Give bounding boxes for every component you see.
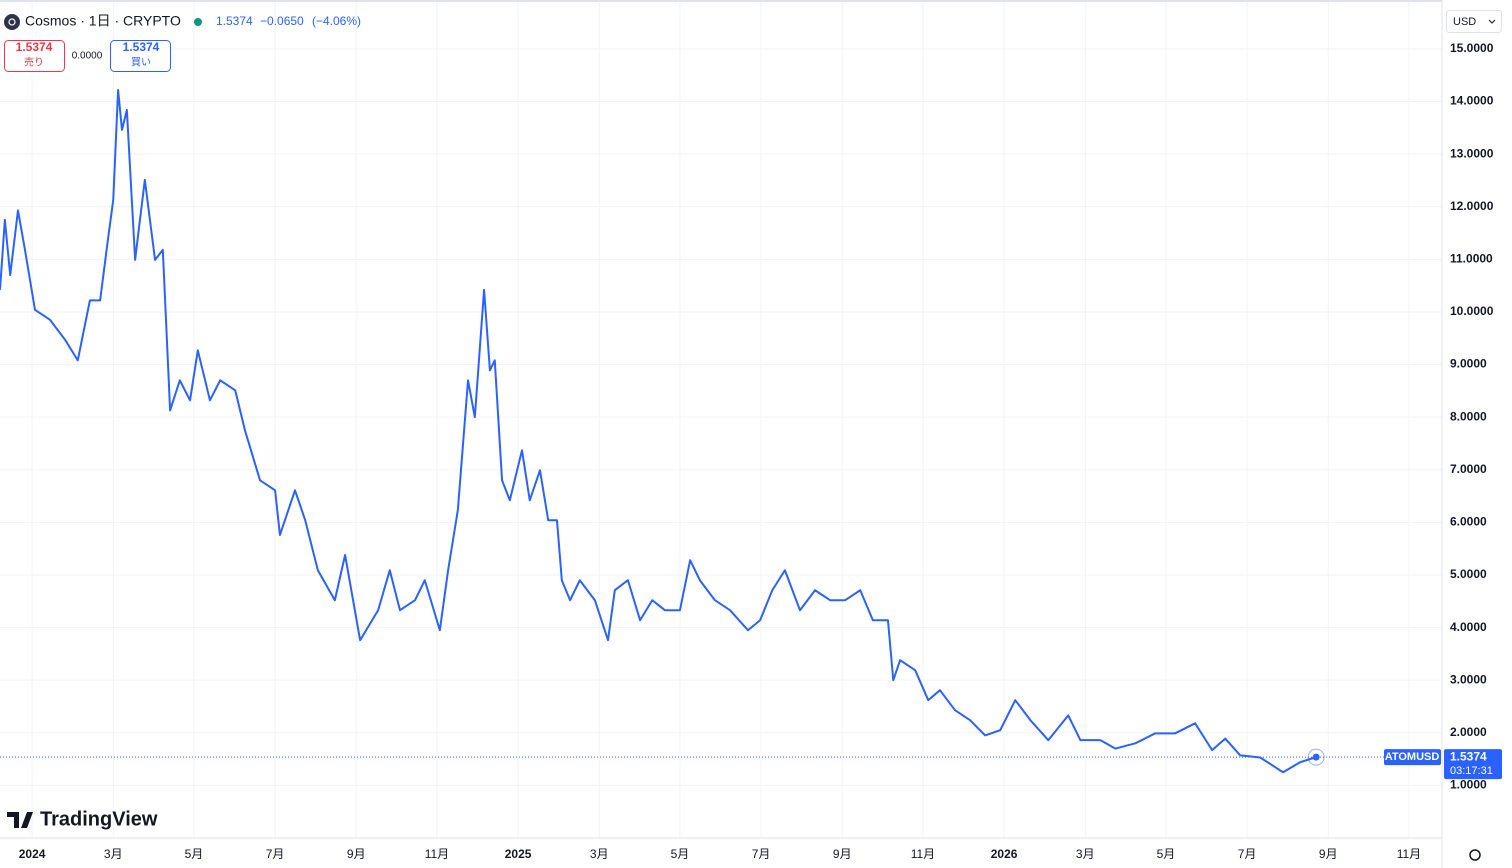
- y-tick-label: 14.0000: [1450, 94, 1494, 108]
- symbol[interactable]: Cosmos · 1日 · CRYPTO: [25, 13, 181, 29]
- series-tag: [1384, 749, 1441, 766]
- sell-label[interactable]: 売り: [24, 56, 44, 69]
- logo-text: TradingView: [40, 808, 158, 830]
- x-tick-label: 9月: [833, 847, 852, 861]
- x-tick-label: 7月: [1238, 847, 1257, 861]
- series-name: ATOMUSD: [1385, 751, 1440, 763]
- market-status[interactable]: [194, 18, 202, 26]
- x-tick-label: 2025: [505, 847, 532, 861]
- logo-mark: [7, 812, 33, 828]
- header-change: −0.0650: [260, 14, 304, 28]
- top-border: [0, 0, 1442, 2]
- x-tick-label: 7月: [266, 847, 285, 861]
- x-tick-label: 11月: [911, 847, 935, 861]
- x-tick-label: 5月: [1157, 847, 1176, 861]
- spread: 0.0000: [72, 51, 103, 62]
- price-tag: [1444, 749, 1502, 780]
- last-point: [1312, 753, 1320, 761]
- y-tick-label: 11.0000: [1450, 252, 1493, 266]
- x-tick-label: 7月: [752, 847, 771, 861]
- x-tick-label: 2024: [19, 847, 46, 861]
- x-tick-label: 3月: [1076, 847, 1095, 861]
- y-tick-label: 5.0000: [1450, 567, 1487, 581]
- y-tick-label: 1.0000: [1450, 778, 1487, 792]
- buy-price[interactable]: 1.5374: [123, 40, 160, 54]
- symbol-icon-core: [8, 18, 16, 26]
- x-tick-label: 5月: [185, 847, 204, 861]
- buy-button[interactable]: [110, 40, 171, 72]
- settings-icon[interactable]: [1469, 849, 1481, 861]
- y-tick-label: 15.0000: [1450, 41, 1494, 55]
- currency-select[interactable]: [1446, 10, 1502, 33]
- currency[interactable]: USD: [1453, 16, 1476, 28]
- x-tick-label: 3月: [104, 847, 123, 861]
- symbol-icon: [4, 14, 20, 30]
- buy-label[interactable]: 買い: [131, 57, 151, 69]
- plot: [0, 88, 1442, 774]
- sell-price[interactable]: 1.5374: [16, 40, 53, 54]
- x-tick-label: 3月: [590, 847, 609, 861]
- y-tick-label: 13.0000: [1450, 146, 1494, 160]
- grid: [0, 0, 1442, 838]
- x-tick-label: 2026: [991, 847, 1018, 861]
- y-tick-label: 4.0000: [1450, 620, 1487, 634]
- sell-button[interactable]: [4, 40, 65, 72]
- y-tick-label: 8.0000: [1450, 409, 1487, 423]
- x-tick-label: 11月: [425, 847, 449, 861]
- y-tick-label: 7.0000: [1450, 462, 1487, 476]
- x-tick-label: 9月: [347, 847, 366, 861]
- x-tick-label: 5月: [671, 847, 690, 861]
- y-tick-label: 12.0000: [1450, 199, 1494, 213]
- x-tick-label: 9月: [1319, 847, 1338, 861]
- y-tick-label: 10.0000: [1450, 304, 1494, 318]
- y-tick-label: 3.0000: [1450, 672, 1487, 686]
- y-tick-label: 6.0000: [1450, 515, 1487, 529]
- header-price: 1.5374: [216, 14, 253, 28]
- price-tag-value: 1.5374: [1450, 749, 1487, 763]
- header-change-pct: (−4.06%): [312, 14, 361, 28]
- y-tick-label: 2.0000: [1450, 725, 1487, 739]
- price-tag-countdown: 03:17:31: [1450, 765, 1493, 777]
- dropdown-arrow[interactable]: [1488, 19, 1496, 24]
- x-tick-label: 11月: [1397, 847, 1421, 861]
- y-tick-label: 9.0000: [1450, 357, 1487, 371]
- price-line: [0, 88, 1317, 774]
